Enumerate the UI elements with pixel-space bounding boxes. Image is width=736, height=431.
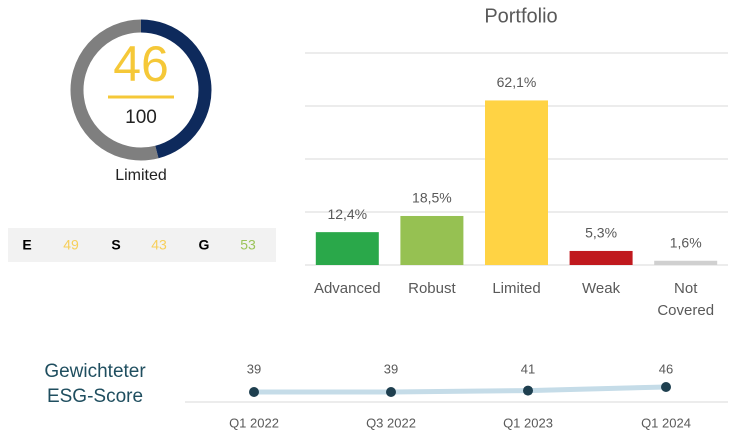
bar bbox=[485, 100, 548, 265]
bar-value-label: 12,4% bbox=[327, 206, 367, 222]
x-tick-label: Q3 2022 bbox=[366, 415, 416, 430]
x-tick-label: Weak bbox=[582, 280, 621, 297]
bar-value-label: 1,6% bbox=[670, 234, 702, 250]
x-tick-label: Q1 2024 bbox=[641, 415, 691, 430]
x-tick-label: Advanced bbox=[314, 280, 381, 297]
pillar-name: S bbox=[111, 237, 120, 253]
pillar-background bbox=[8, 228, 276, 262]
pillar-value: 49 bbox=[63, 237, 79, 253]
pillar-value: 43 bbox=[151, 237, 167, 253]
x-tick-label: Not Covered bbox=[657, 280, 714, 319]
gauge-arc bbox=[140, 19, 212, 159]
bar-value-label: 18,5% bbox=[412, 190, 452, 206]
bar-chart-title: Portfolio bbox=[484, 5, 557, 27]
line-chart-title: Gewichteter ESG-Score bbox=[44, 361, 146, 407]
x-tick-label: Q1 2022 bbox=[229, 415, 279, 430]
bar bbox=[569, 250, 633, 265]
marker bbox=[523, 385, 533, 396]
point-label: 39 bbox=[384, 361, 398, 376]
gauge-max: 100 bbox=[125, 107, 157, 128]
bar bbox=[400, 215, 464, 265]
point-label: 39 bbox=[247, 361, 261, 376]
x-tick-label: Q1 2023 bbox=[503, 415, 553, 430]
marker bbox=[386, 387, 396, 397]
line bbox=[254, 384, 667, 395]
bar bbox=[315, 232, 379, 265]
gauge-value: 46 bbox=[113, 36, 169, 92]
pillar-name: E bbox=[22, 237, 31, 253]
bar-value-label: 62,1% bbox=[497, 74, 537, 90]
point-label: 46 bbox=[659, 361, 673, 376]
point-label: 41 bbox=[521, 361, 535, 376]
x-tick-label: Limited bbox=[492, 280, 540, 297]
gauge-track bbox=[70, 19, 159, 161]
x-tick-label: Robust bbox=[408, 280, 456, 297]
gauge-label: Limited bbox=[115, 167, 167, 184]
bar bbox=[654, 260, 718, 265]
marker bbox=[249, 387, 259, 397]
marker bbox=[661, 382, 671, 392]
pillar-name: G bbox=[199, 237, 210, 253]
pillar-value: 53 bbox=[240, 237, 256, 253]
bar-value-label: 5,3% bbox=[585, 225, 617, 241]
